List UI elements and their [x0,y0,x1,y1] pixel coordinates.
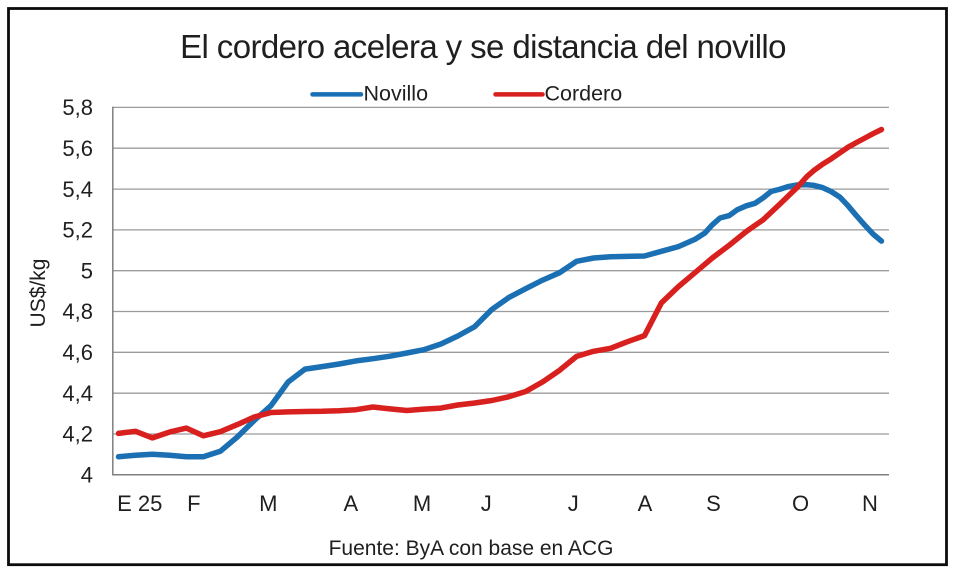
svg-text:4,8: 4,8 [62,299,93,324]
svg-text:5: 5 [81,258,93,283]
svg-text:5,8: 5,8 [62,95,93,120]
svg-text:J: J [568,491,579,516]
svg-text:J: J [481,491,492,516]
svg-text:5,4: 5,4 [62,177,93,202]
svg-text:US$/kg: US$/kg [27,259,50,328]
svg-text:Cordero: Cordero [545,81,623,105]
svg-text:S: S [706,491,721,516]
svg-text:Novillo: Novillo [364,81,429,105]
svg-text:4,4: 4,4 [62,381,93,406]
svg-text:Fuente: ByA con base en ACG: Fuente: ByA con base en ACG [329,537,614,560]
svg-text:5,2: 5,2 [62,218,93,243]
svg-text:A: A [638,491,653,516]
svg-text:M: M [413,491,431,516]
svg-text:F: F [187,491,200,516]
svg-text:El cordero acelera y se distan: El cordero acelera y se distancia del no… [180,28,786,65]
svg-text:5,6: 5,6 [62,136,93,161]
svg-text:E 25: E 25 [117,491,162,516]
svg-text:4: 4 [81,463,93,488]
svg-text:M: M [259,491,277,516]
svg-text:O: O [792,491,809,516]
svg-text:4,6: 4,6 [62,340,93,365]
svg-text:N: N [862,491,878,516]
svg-text:4,2: 4,2 [62,422,93,447]
svg-text:A: A [343,491,358,516]
